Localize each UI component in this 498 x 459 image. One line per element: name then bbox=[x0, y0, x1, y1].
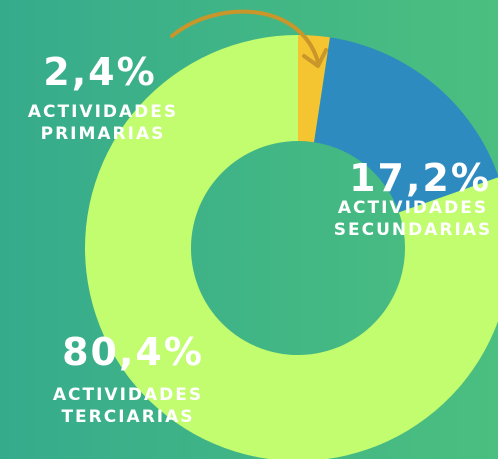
value-label: 80,4% bbox=[62, 330, 204, 374]
arrow-head bbox=[302, 48, 328, 68]
donut-segment bbox=[314, 37, 498, 213]
donut-segment bbox=[85, 35, 498, 459]
category-label: ACTIVIDADES PRIMARIAS bbox=[27, 102, 179, 144]
category-label: ACTIVIDADES TERCIARIAS bbox=[52, 385, 204, 427]
category-label: ACTIVIDADES SECUNDARIAS bbox=[333, 198, 493, 240]
value-label: 17,2% bbox=[349, 156, 491, 200]
value-label: 2,4% bbox=[43, 50, 157, 94]
arrow bbox=[170, 9, 320, 64]
